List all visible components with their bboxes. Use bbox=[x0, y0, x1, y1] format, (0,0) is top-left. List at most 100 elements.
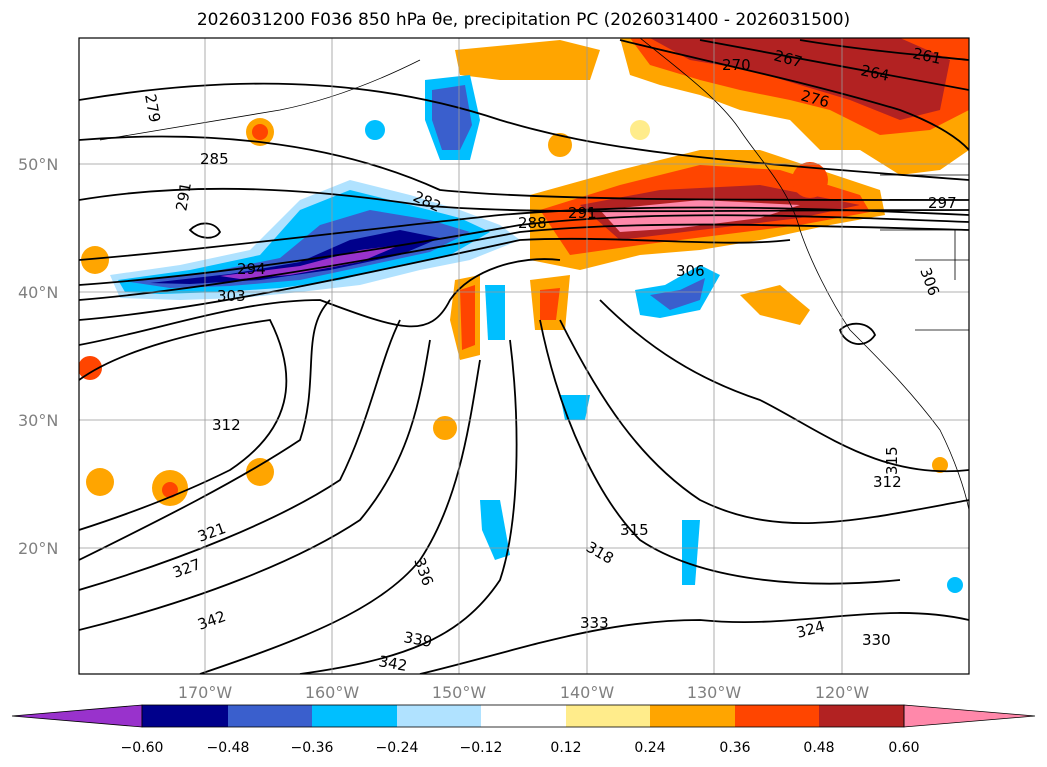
colorbar-extend-high bbox=[903, 704, 1036, 728]
contour-label: 279 bbox=[141, 93, 164, 124]
colorbar-extend-low bbox=[11, 704, 143, 728]
shade-region bbox=[540, 288, 560, 320]
colorbar-segment bbox=[735, 705, 819, 727]
colorbar-segment bbox=[481, 705, 566, 727]
lon-label: 130°W bbox=[687, 683, 742, 702]
contour-line bbox=[79, 319, 288, 531]
map-title: 2026031200 F036 850 hPa θe, precipitatio… bbox=[196, 10, 851, 30]
contour-label: 291 bbox=[568, 204, 597, 222]
contour-line bbox=[539, 319, 901, 585]
shade-region bbox=[560, 395, 590, 420]
contour-line bbox=[799, 39, 969, 61]
contour-line bbox=[619, 39, 969, 151]
lon-label: 120°W bbox=[815, 683, 870, 702]
map-frame bbox=[78, 37, 970, 675]
colorbar-tick-label: −0.12 bbox=[460, 740, 503, 756]
latitude-labels: 50°N 40°N 30°N 20°N bbox=[18, 155, 58, 558]
shade-blob bbox=[162, 482, 178, 498]
shade-blob bbox=[246, 458, 274, 486]
shade-region bbox=[455, 40, 600, 80]
contour-line bbox=[559, 319, 969, 524]
colorbar-segment bbox=[142, 705, 228, 727]
coastline bbox=[639, 38, 969, 511]
colorbar-tick-label: 0.36 bbox=[719, 740, 750, 756]
contour-line bbox=[79, 339, 431, 631]
map-contents: 279 285 291 282 288 291 297 294 303 306 … bbox=[79, 38, 969, 675]
contour-label: 294 bbox=[237, 260, 266, 278]
contour-label: 297 bbox=[928, 194, 957, 212]
shade-region bbox=[485, 285, 505, 340]
contour-line bbox=[79, 319, 401, 591]
shade-blob bbox=[630, 120, 650, 140]
shade-blob bbox=[932, 457, 948, 473]
colorbar-segment bbox=[397, 705, 481, 727]
shade-region bbox=[432, 85, 472, 150]
lat-label: 50°N bbox=[18, 155, 58, 174]
contour-line bbox=[599, 299, 969, 473]
shade-region bbox=[460, 285, 475, 350]
shade-region bbox=[650, 278, 705, 310]
shade-region bbox=[650, 38, 950, 120]
shade-blob bbox=[86, 468, 114, 496]
contour-line bbox=[79, 299, 331, 561]
contour-label: 288 bbox=[518, 214, 547, 232]
contour-line bbox=[419, 612, 969, 674]
contour-line bbox=[79, 187, 969, 213]
contour-line bbox=[699, 39, 969, 91]
colorbar-segment bbox=[228, 705, 312, 727]
contour-labels: 279 285 291 282 288 291 297 294 303 306 … bbox=[141, 44, 957, 675]
contour-label: 264 bbox=[859, 61, 891, 85]
lon-label: 170°W bbox=[178, 683, 233, 702]
lon-label: 150°W bbox=[432, 683, 487, 702]
colorbar-segment bbox=[819, 705, 904, 727]
shade-blob bbox=[792, 162, 828, 198]
shade-blob bbox=[81, 246, 109, 274]
colorbar-tick-label: −0.60 bbox=[121, 740, 164, 756]
contour-label: 312 bbox=[212, 416, 241, 434]
colorbar: −0.60 −0.48 −0.36 −0.24 −0.12 0.12 0.24 … bbox=[11, 704, 1036, 756]
contour-label: 330 bbox=[862, 631, 891, 649]
colorbar-tick-label: 0.24 bbox=[634, 740, 665, 756]
lon-label: 160°W bbox=[305, 683, 360, 702]
shade-blob bbox=[79, 356, 102, 380]
contour-label: 342 bbox=[377, 652, 408, 675]
colorbar-tick-label: −0.36 bbox=[291, 740, 334, 756]
contour-label: 285 bbox=[200, 150, 229, 168]
shade-region bbox=[150, 230, 440, 284]
gridlines bbox=[79, 38, 969, 674]
contour-line bbox=[79, 214, 969, 286]
colorbar-segment bbox=[566, 705, 650, 727]
contour-line bbox=[79, 135, 969, 201]
contour-label: 291 bbox=[172, 181, 195, 212]
contour-line bbox=[199, 359, 481, 674]
coastline bbox=[99, 59, 421, 141]
contour-line bbox=[79, 237, 791, 321]
shade-blob bbox=[252, 124, 268, 140]
colorbar-tick-label: 0.48 bbox=[803, 740, 834, 756]
shade-blob bbox=[548, 133, 572, 157]
contour-label: 306 bbox=[676, 262, 705, 280]
shade-region bbox=[220, 245, 400, 279]
contour-label: 333 bbox=[580, 614, 609, 632]
colorbar-tick-label: 0.12 bbox=[550, 740, 581, 756]
colorbar-segment bbox=[650, 705, 735, 727]
shade-region bbox=[480, 500, 510, 560]
shade-blob bbox=[433, 416, 457, 440]
shade-region bbox=[740, 285, 810, 325]
lat-label: 30°N bbox=[18, 411, 58, 430]
contour-line bbox=[188, 222, 222, 239]
contour-line bbox=[79, 258, 561, 346]
colorbar-tick-label: 0.60 bbox=[888, 740, 919, 756]
colorbar-ticks: −0.60 −0.48 −0.36 −0.24 −0.12 0.12 0.24 … bbox=[121, 740, 920, 756]
longitude-labels: 170°W 160°W 150°W 140°W 130°W 120°W bbox=[178, 683, 870, 702]
colorbar-frame bbox=[141, 704, 905, 728]
shade-region bbox=[682, 520, 700, 585]
contour-label: 315 bbox=[883, 446, 901, 475]
lon-label: 140°W bbox=[560, 683, 615, 702]
contour-label: 270 bbox=[722, 56, 751, 74]
contour-label: 312 bbox=[873, 473, 902, 491]
lat-label: 20°N bbox=[18, 539, 58, 558]
coastline bbox=[880, 174, 969, 331]
contour-line bbox=[299, 339, 518, 674]
shade-blob bbox=[947, 577, 963, 593]
